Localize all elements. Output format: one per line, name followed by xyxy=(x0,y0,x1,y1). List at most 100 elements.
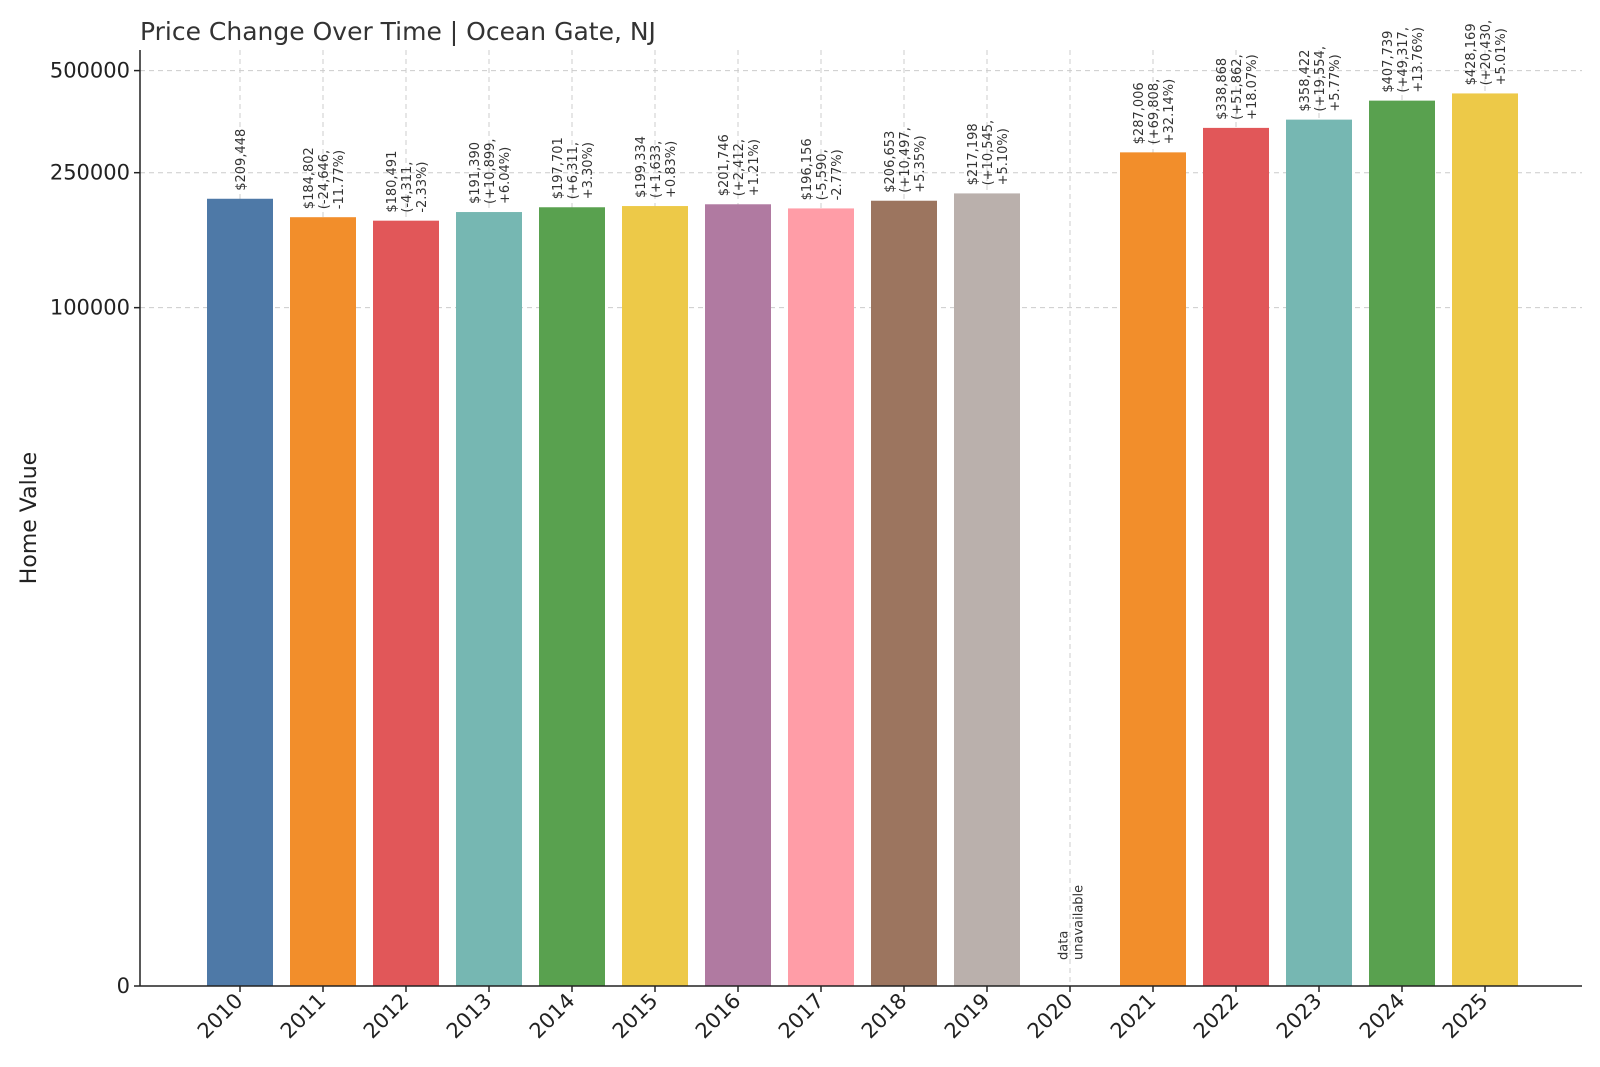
data-label-line: +32.14%) xyxy=(1162,79,1177,145)
bar-2011 xyxy=(290,217,356,987)
x-tick-label: 2023 xyxy=(1272,989,1327,1044)
data-label-line: $191,390 xyxy=(468,142,483,204)
bar-2022 xyxy=(1203,127,1269,987)
data-label-line: unavailable xyxy=(1072,885,1087,960)
data-label-line: $428,169 xyxy=(1464,23,1479,85)
data-label-line: +18.07%) xyxy=(1245,54,1260,120)
data-label-line: +6.04%) xyxy=(498,147,513,204)
data-label-line: $407,739 xyxy=(1381,31,1396,93)
bar-2021 xyxy=(1120,152,1186,987)
y-tick-label: 250000 xyxy=(50,161,130,185)
grid xyxy=(140,50,1582,986)
data-label-2012: $180,491 (-4,311, -2.33%) xyxy=(385,151,430,213)
x-tick-label: 2024 xyxy=(1355,989,1410,1044)
data-label-line: (+2,412, xyxy=(732,139,747,196)
data-label-line: +13.76%) xyxy=(1411,27,1426,93)
chart-title: Price Change Over Time | Ocean Gate, NJ xyxy=(140,17,656,46)
data-label-line: data xyxy=(1057,931,1072,960)
data-label-line: +5.01%) xyxy=(1494,28,1509,85)
y-axis-label: Home Value xyxy=(17,452,42,584)
data-label-2022: $338,868 (+51,862, +18.07%) xyxy=(1215,54,1260,120)
bar-2016 xyxy=(705,204,771,986)
bar-2010 xyxy=(207,198,273,986)
bar-2014 xyxy=(539,207,605,987)
y-axis-ticks: 0 100000 250000 500000 xyxy=(50,59,140,998)
data-label-line: (+10,497, xyxy=(898,127,913,193)
data-label-line: $209,448 xyxy=(234,129,249,191)
bar-2019 xyxy=(954,193,1020,986)
data-label-line: (+51,862, xyxy=(1230,54,1245,120)
y-tick-label: 0 xyxy=(117,974,130,998)
x-tick-label: 2016 xyxy=(691,989,746,1044)
data-label-line: (+10,545, xyxy=(981,120,996,186)
bar-2013 xyxy=(456,212,522,987)
x-axis-ticks: 2010 2011 2012 2013 2014 2015 2016 2017 2018 2019… xyxy=(193,986,1493,1043)
data-label-line: $206,653 xyxy=(883,131,898,193)
data-label-2017: $196,156 (-5,590, -2.77%) xyxy=(800,138,845,200)
data-label-2014: $197,701 (+6,311, +3.30%) xyxy=(551,137,596,199)
data-label-2024: $407,739 (+49,317, +13.76%) xyxy=(1381,27,1426,93)
x-tick-label: 2022 xyxy=(1189,989,1244,1044)
bar-2012 xyxy=(373,220,439,986)
data-label-2013: $191,390 (+10,899, +6.04%) xyxy=(468,138,513,204)
x-tick-label: 2010 xyxy=(193,989,248,1044)
bar-2015 xyxy=(622,206,688,986)
data-label-line: $199,334 xyxy=(634,136,649,198)
data-label-line: -11.77%) xyxy=(332,150,347,209)
y-tick-label: 100000 xyxy=(50,296,130,320)
data-label-line: $196,156 xyxy=(800,138,815,200)
data-labels: $209,448 $184,802 (-24,646, -11.77%) $180,49… xyxy=(234,20,1509,960)
data-label-2019: $217,198 (+10,545, +5.10%) xyxy=(966,120,1011,186)
x-tick-label: 2021 xyxy=(1106,989,1161,1044)
data-label-line: (+1,633, xyxy=(649,141,664,198)
data-label-2011: $184,802 (-24,646, -11.77%) xyxy=(302,147,347,209)
data-label-line: $358,422 xyxy=(1298,50,1313,112)
data-label-line: (+69,808, xyxy=(1147,79,1162,145)
bar-2018 xyxy=(871,200,937,986)
data-label-2021: $287,006 (+69,808, +32.14%) xyxy=(1132,79,1177,145)
data-label-line: (-4,311, xyxy=(400,162,415,213)
data-label-line: +5.77%) xyxy=(1328,54,1343,111)
data-label-line: +5.35%) xyxy=(913,135,928,192)
x-tick-label: 2015 xyxy=(608,989,663,1044)
data-label-2010: $209,448 xyxy=(234,129,249,191)
data-label-2020: data unavailable xyxy=(1057,885,1087,960)
y-tick-label: 500000 xyxy=(50,59,130,83)
data-label-2025: $428,169 (+20,430, +5.01%) xyxy=(1464,20,1509,86)
data-label-line: (+10,899, xyxy=(483,138,498,204)
bar-2025 xyxy=(1452,93,1518,987)
data-label-line: $287,006 xyxy=(1132,82,1147,144)
bars xyxy=(207,93,1518,987)
data-label-line: (-5,590, xyxy=(815,149,830,200)
data-label-line: $338,868 xyxy=(1215,58,1230,120)
data-label-line: $197,701 xyxy=(551,137,566,199)
data-label-2015: $199,334 (+1,633, +0.83%) xyxy=(634,136,679,198)
data-label-line: +5.10%) xyxy=(996,128,1011,185)
data-label-line: (+20,430, xyxy=(1479,20,1494,86)
data-label-line: (+19,554, xyxy=(1313,46,1328,112)
x-tick-label: 2011 xyxy=(276,989,331,1044)
data-label-line: +1.21%) xyxy=(747,139,762,196)
data-label-line: -2.77%) xyxy=(830,149,845,200)
x-tick-label: 2017 xyxy=(774,989,829,1044)
bar-2017 xyxy=(788,208,854,986)
x-tick-label: 2013 xyxy=(442,989,497,1044)
data-label-line: $201,746 xyxy=(717,134,732,196)
x-tick-label: 2025 xyxy=(1438,989,1493,1044)
x-tick-label: 2020 xyxy=(1023,989,1078,1044)
bar-2023 xyxy=(1286,119,1352,987)
data-label-line: -2.33%) xyxy=(415,162,430,213)
x-tick-label: 2014 xyxy=(525,989,580,1044)
data-label-line: (-24,646, xyxy=(317,150,332,209)
data-label-2023: $358,422 (+19,554, +5.77%) xyxy=(1298,46,1343,112)
data-label-line: (+6,311, xyxy=(566,142,581,199)
data-label-2018: $206,653 (+10,497, +5.35%) xyxy=(883,127,928,193)
bar-2024 xyxy=(1369,100,1435,987)
data-label-2016: $201,746 (+2,412, +1.21%) xyxy=(717,134,762,196)
data-label-line: $184,802 xyxy=(302,147,317,209)
x-tick-label: 2019 xyxy=(940,989,995,1044)
data-label-line: (+49,317, xyxy=(1396,27,1411,93)
data-label-line: +3.30%) xyxy=(581,142,596,199)
data-label-line: +0.83%) xyxy=(664,141,679,198)
